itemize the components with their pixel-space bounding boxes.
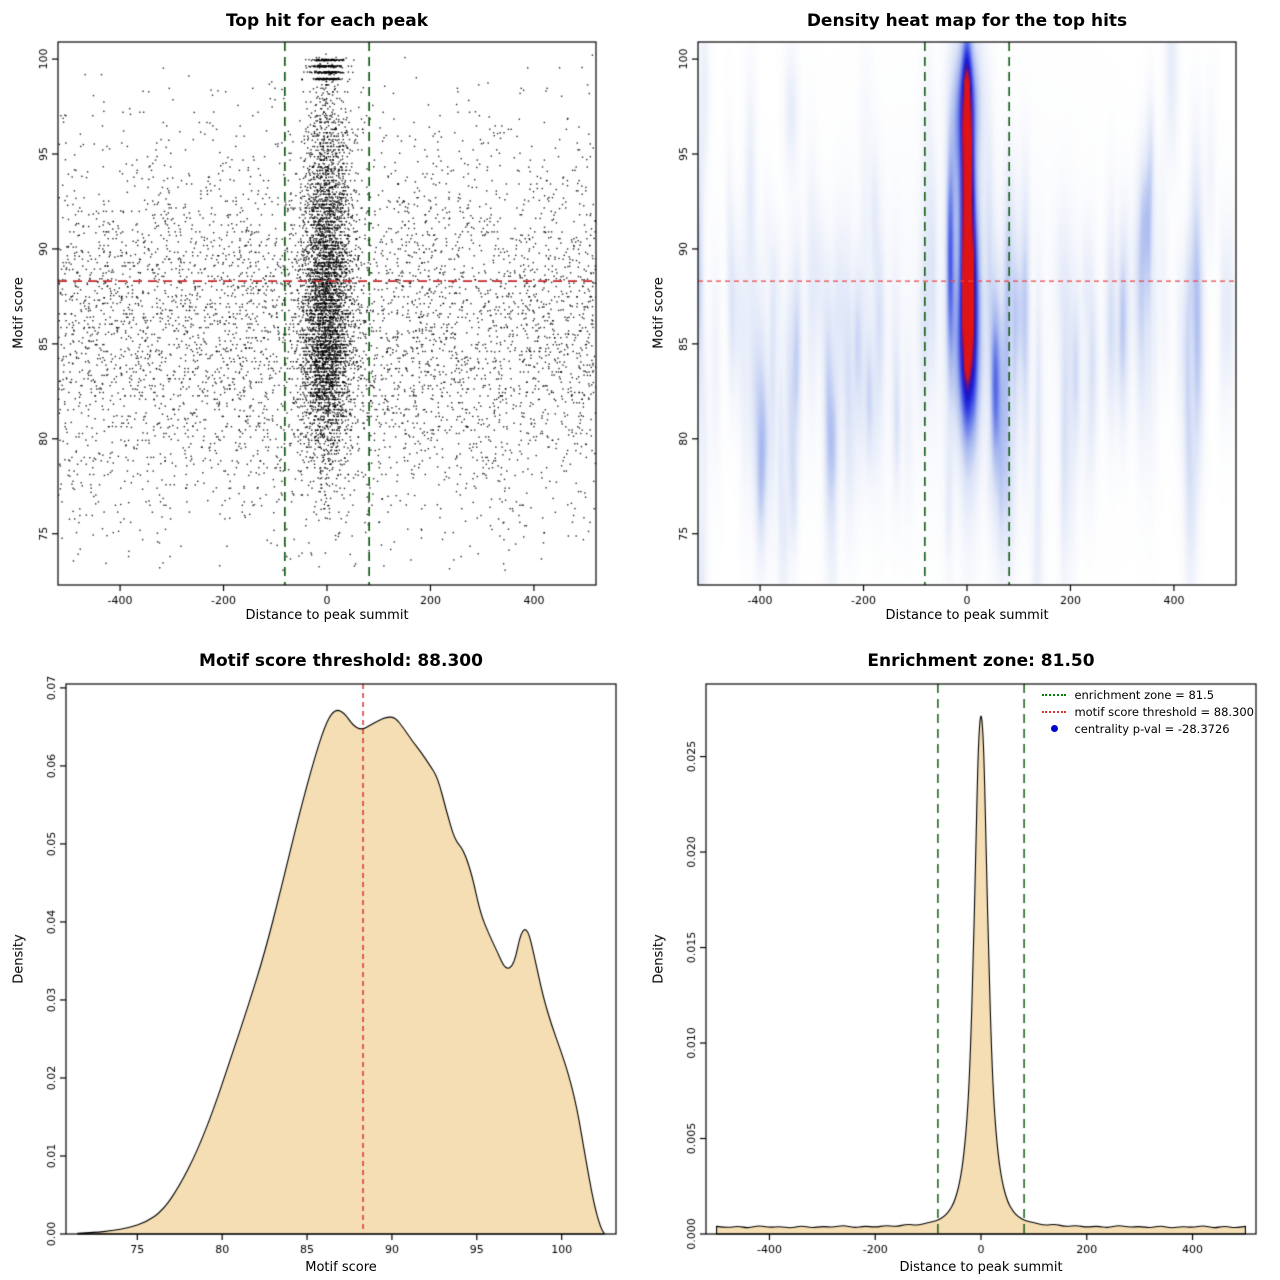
heatmap-x-axis-label: Distance to peak summit (885, 608, 1049, 623)
legend-label-motif-threshold: motif score threshold = 88.300 (1074, 704, 1254, 719)
heatmap-canvas (640, 0, 1280, 640)
enrichment-title: Enrichment zone: 81.50 (867, 651, 1095, 671)
scatter-x-axis-label: Distance to peak summit (245, 608, 409, 623)
panel-top-hits-scatter: Top hit for each peak Distance to peak s… (0, 0, 640, 640)
legend: enrichment zone = 81.5 motif score thres… (1041, 686, 1254, 737)
motif-density-title: Motif score threshold: 88.300 (199, 651, 483, 671)
legend-label-centrality-pval: centrality p-val = -28.3726 (1074, 721, 1230, 736)
scatter-y-axis-label: Motif score (11, 277, 27, 349)
scatter-title: Top hit for each peak (225, 11, 429, 31)
motif-threshold-dotted-line-icon (1042, 710, 1067, 713)
heatmap-title: Density heat map for the top hits (806, 11, 1128, 31)
legend-item-centrality-pval: centrality p-val = -28.3726 (1041, 720, 1254, 737)
heatmap-y-axis-label: Motif score (651, 277, 667, 349)
enrichment-zone-dotted-line-icon (1042, 693, 1067, 696)
panel-motif-score-density: Motif score threshold: 88.300 Motif scor… (0, 640, 640, 1280)
distance-density-canvas (640, 640, 1280, 1280)
enrichment-x-axis-label: Distance to peak summit (899, 1260, 1063, 1275)
panel-enrichment-zone-density: Enrichment zone: 81.50 Distance to peak … (640, 640, 1280, 1280)
scatter-plot-canvas (0, 0, 640, 640)
motif-density-y-axis-label: Density (11, 934, 27, 984)
motif-density-canvas (0, 640, 640, 1280)
centrality-point-icon (1050, 725, 1058, 732)
enrichment-y-axis-label: Density (651, 934, 667, 984)
legend-item-enrichment-zone: enrichment zone = 81.5 (1041, 686, 1254, 703)
panel-density-heatmap: Density heat map for the top hits Distan… (640, 0, 1280, 640)
legend-item-motif-threshold: motif score threshold = 88.300 (1041, 703, 1254, 720)
motif-density-x-axis-label: Motif score (305, 1260, 377, 1275)
legend-label-enrichment-zone: enrichment zone = 81.5 (1074, 687, 1215, 702)
